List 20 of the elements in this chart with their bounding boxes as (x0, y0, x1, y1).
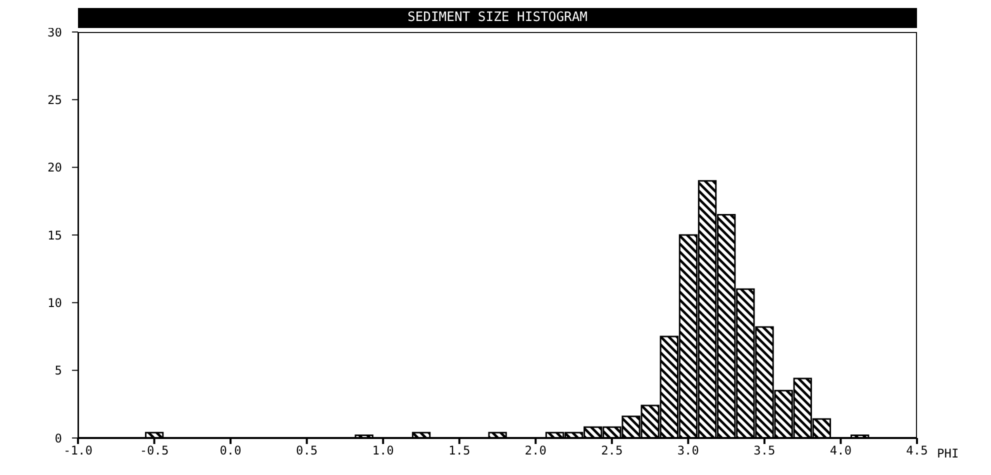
y-tick-label: 25 (48, 92, 62, 107)
y-tick-label: 20 (48, 160, 62, 175)
x-tick-label: 2.5 (601, 444, 623, 458)
x-tick-label: 4.0 (830, 444, 852, 458)
x-tick-label: 1.5 (448, 444, 470, 458)
x-tick-label: -1.0 (64, 444, 92, 458)
x-axis-title: PHI (937, 446, 959, 460)
y-tick-label: 15 (48, 228, 62, 242)
x-tick-label: 1.0 (372, 444, 394, 458)
chart-title: SEDIMENT SIZE HISTOGRAM (78, 8, 917, 28)
x-tick-label: -0.5 (140, 444, 169, 458)
x-tick-label: 3.5 (754, 444, 776, 458)
x-tick-label: 0.5 (296, 444, 318, 458)
y-tick-label: 0 (54, 431, 62, 446)
x-tick-label: 3.0 (677, 444, 700, 458)
x-tick-label: 2.0 (524, 444, 546, 458)
y-tick-label: 5 (54, 364, 62, 378)
x-tick-label: 4.5 (906, 444, 928, 458)
y-tick-label: 10 (48, 296, 62, 310)
x-tick-label: 0.0 (220, 444, 242, 458)
